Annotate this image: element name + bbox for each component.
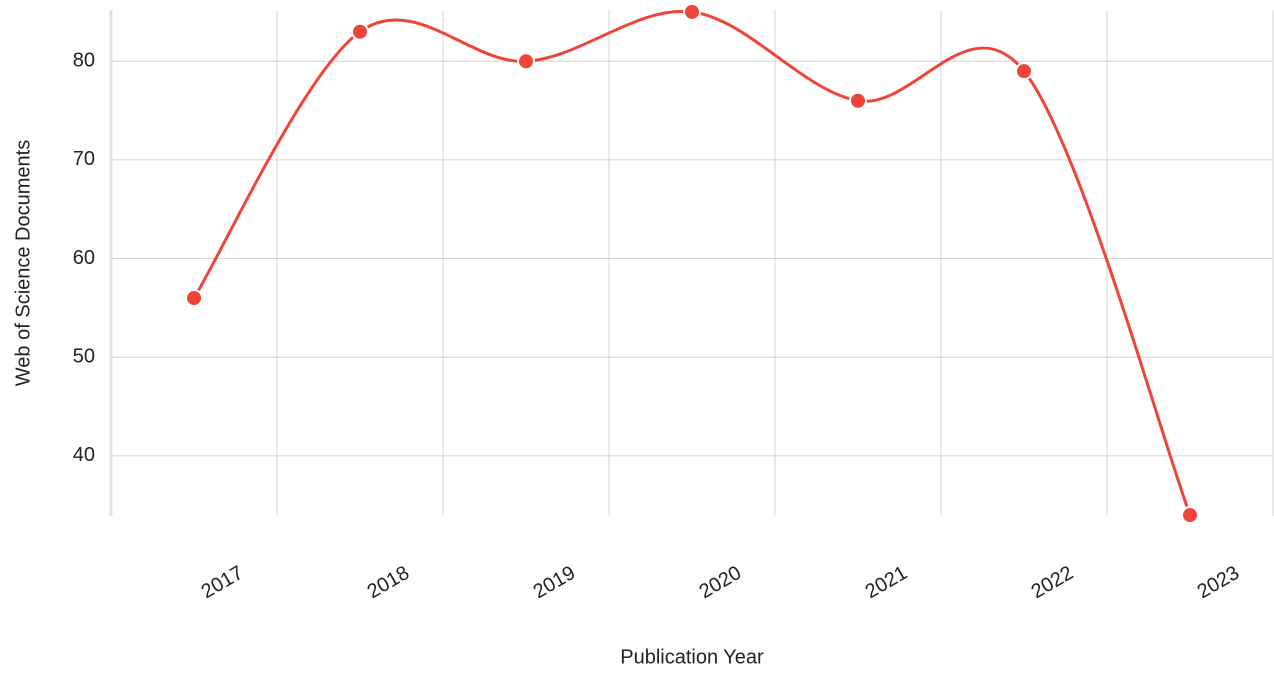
x-tick-label: 2021 — [862, 562, 912, 603]
y-tick-label: 70 — [73, 148, 95, 170]
x-tick-label: 2020 — [696, 562, 746, 603]
y-tick-label: 80 — [73, 50, 95, 72]
x-tick-label: 2023 — [1194, 562, 1244, 603]
y-tick-label: 60 — [73, 247, 95, 269]
point — [1181, 506, 1199, 525]
x-tick-label: 2019 — [530, 562, 580, 603]
x-tick-label: 2022 — [1028, 562, 1078, 603]
point — [351, 22, 369, 41]
y-axis-title: Web of Science Documents — [12, 140, 34, 386]
line — [192, 9, 1192, 516]
point — [683, 2, 701, 21]
point — [185, 289, 203, 308]
x-axis-title: Publication Year — [620, 646, 764, 668]
x-tick-label: 2017 — [198, 562, 248, 603]
point — [517, 52, 535, 71]
y-tick-label: 40 — [73, 444, 95, 466]
point — [849, 91, 867, 110]
y-tick-label: 50 — [73, 345, 95, 367]
point — [1015, 62, 1033, 81]
x-tick-label: 2018 — [364, 562, 414, 603]
